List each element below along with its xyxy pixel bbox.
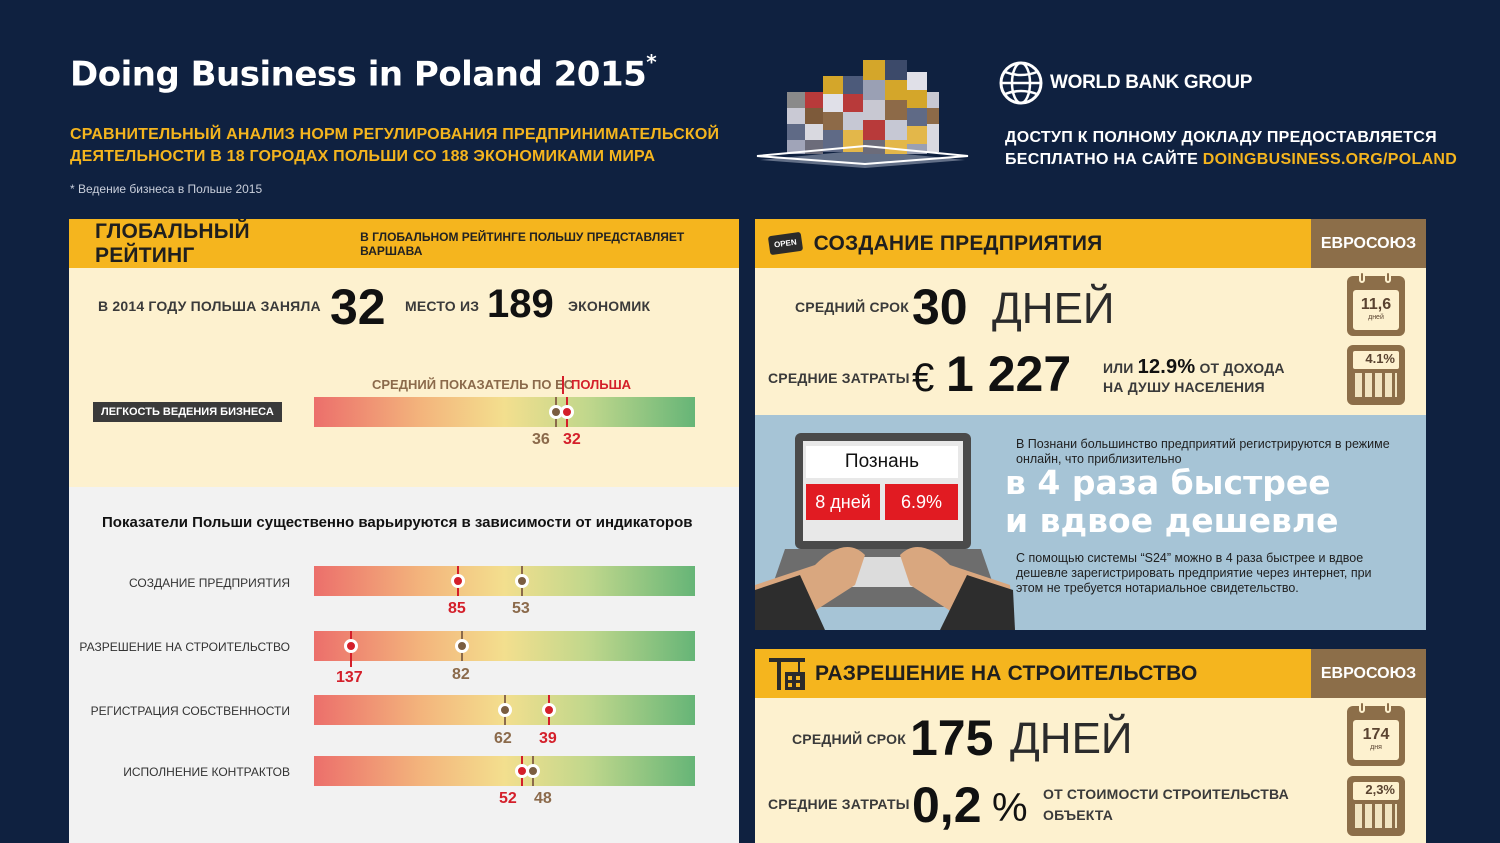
- currency-symbol: €: [912, 356, 935, 400]
- poland-rank: 32: [563, 431, 581, 448]
- indicator-bar: [314, 631, 695, 661]
- eu-dot: [515, 574, 529, 588]
- poland-rank: 52: [499, 790, 517, 807]
- eu-rank: 62: [494, 730, 512, 747]
- calculator-icon: 4.1%: [1347, 345, 1405, 405]
- eu-days-unit: дня: [1370, 744, 1382, 751]
- eu-rank: 53: [512, 600, 530, 617]
- indicator-bar: [314, 566, 695, 596]
- poland-dot: [344, 639, 358, 653]
- indicator-label: СОЗДАНИЕ ПРЕДПРИЯТИЯ: [128, 576, 290, 590]
- eu-days-unit: дней: [1368, 314, 1384, 321]
- poland-rank: 39: [539, 730, 557, 747]
- eu-rank: 82: [452, 666, 470, 683]
- calendar-icon: 174 дня: [1347, 701, 1405, 766]
- indicators-panel: [69, 487, 739, 843]
- poland-rank: 137: [336, 669, 363, 686]
- report-access: ДОСТУП К ПОЛНОМУ ДОКЛАДУ ПРЕДОСТАВЛЯЕТСЯ…: [1005, 129, 1458, 168]
- poland-label: ПОЛЬША: [571, 377, 632, 392]
- cost-value: 0,2: [912, 777, 982, 833]
- ease-label: ЛЕГКОСТЬ ВЕДЕНИЯ БИЗНЕСА: [93, 402, 282, 422]
- indicator-label: РАЗРЕШЕНИЕ НА СТРОИТЕЛЬСТВО: [79, 640, 290, 654]
- poznan-intro: В Познани большинство предприятий регист…: [1016, 437, 1390, 466]
- rank-prefix: В 2014 ГОДУ ПОЛЬША ЗАНЯЛА: [98, 298, 321, 314]
- indicator-label: ИСПОЛНЕНИЕ КОНТРАКТОВ: [123, 765, 290, 779]
- eu-days: 174: [1362, 726, 1390, 743]
- rank-suffix: ЭКОНОМИК: [568, 298, 651, 314]
- calculator-icon: 2,3%: [1347, 776, 1405, 836]
- cost-text-1: ОТ СТОИМОСТИ СТРОИТЕЛЬСТВА: [1043, 786, 1289, 802]
- report-link[interactable]: DOINGBUSINESS.ORG/POLAND: [1202, 151, 1458, 168]
- poznan-highlight-2: и вдвое дешевле: [1005, 501, 1339, 540]
- construction-permits-header: РАЗРЕШЕНИЕ НА СТРОИТЕЛЬСТВО: [755, 649, 1311, 698]
- cost-text-2: ОБЪЕКТА: [1043, 807, 1114, 823]
- time-unit: ДНЕЙ: [992, 284, 1115, 333]
- poznan-note: С помощью системы “S24” можно в 4 раза б…: [1016, 551, 1372, 595]
- eu-pct: 4.1%: [1353, 351, 1399, 369]
- time-value: 175: [910, 710, 994, 766]
- poznan-city: Познань: [806, 446, 958, 478]
- time-label: СРЕДНИЙ СРОК: [792, 731, 906, 747]
- page-title: Doing Business in Poland 2015*: [70, 50, 657, 95]
- cost-pct-line2: НА ДУШУ НАСЕЛЕНИЯ: [1103, 379, 1265, 395]
- poland-dot: [560, 405, 574, 419]
- eu-dot: [455, 639, 469, 653]
- global-ranking-header: ГЛОБАЛЬНЫЙ РЕЙТИНГ В ГЛОБАЛЬНОМ РЕЙТИНГЕ…: [69, 219, 739, 268]
- indicators-heading: Показатели Польши существенно варьируютс…: [102, 514, 693, 531]
- open-sign-icon: OPEN: [767, 231, 803, 256]
- footnote: * Ведение бизнеса в Польше 2015: [70, 182, 263, 196]
- cost-unit: %: [992, 786, 1028, 830]
- time-unit: ДНЕЙ: [1010, 714, 1133, 763]
- cost-pct-text: ИЛИ 12.9% ОТ ДОХОДА: [1103, 356, 1285, 378]
- eu-average-label: СРЕДНИЙ ПОКАЗАТЕЛЬ ПО ЕС: [372, 377, 574, 392]
- eu-pct: 2,3%: [1353, 782, 1399, 800]
- starting-business-header: OPEN СОЗДАНИЕ ПРЕДПРИЯТИЯ: [755, 219, 1311, 268]
- page-subtitle: СРАВНИТЕЛЬНЫЙ АНАЛИЗ НОРМ РЕГУЛИРОВАНИЯ …: [70, 126, 720, 165]
- indicator-bar: [314, 756, 695, 786]
- cost-label: СРЕДНИЕ ЗАТРАТЫ: [768, 796, 910, 812]
- poznan-panel: Познань 8 дней 6.9% В Познани большинств…: [755, 415, 1426, 630]
- poznan-pct: 6.9%: [885, 484, 958, 520]
- calendar-icon: 11,6 дней: [1347, 271, 1405, 336]
- brand-name: WORLD BANK GROUP: [1050, 72, 1253, 93]
- eu-tag: ЕВРОСОЮЗ: [1311, 649, 1426, 698]
- section-title: СОЗДАНИЕ ПРЕДПРИЯТИЯ: [813, 231, 1103, 255]
- rank-total: 189: [487, 282, 554, 326]
- globe-icon: [999, 61, 1043, 105]
- poznan-days: 8 дней: [806, 484, 880, 520]
- time-value: 30: [912, 279, 968, 335]
- eu-dot: [498, 703, 512, 717]
- poland-label-divider: [562, 376, 564, 394]
- poland-rank: 85: [448, 600, 466, 617]
- eu-rank: 36: [532, 431, 550, 448]
- eu-days: 11,6: [1360, 296, 1392, 313]
- section-title: РАЗРЕШЕНИЕ НА СТРОИТЕЛЬСТВО: [815, 661, 1198, 685]
- rank-value: 32: [330, 279, 386, 335]
- poland-dot: [542, 703, 556, 717]
- eu-tag: ЕВРОСОЮЗ: [1311, 219, 1426, 268]
- eu-rank: 48: [534, 790, 552, 807]
- indicator-label: РЕГИСТРАЦИЯ СОБСТВЕННОСТИ: [90, 704, 290, 718]
- ease-bar: [314, 397, 695, 427]
- section-subtitle: В ГЛОБАЛЬНОМ РЕЙТИНГЕ ПОЛЬШУ ПРЕДСТАВЛЯЕ…: [360, 229, 685, 258]
- time-label: СРЕДНИЙ СРОК: [795, 299, 909, 315]
- rank-mid: МЕСТО ИЗ: [405, 298, 480, 314]
- section-title: ГЛОБАЛЬНЫЙ РЕЙТИНГ: [95, 219, 250, 267]
- cost-label: СРЕДНИЕ ЗАТРАТЫ: [768, 370, 910, 386]
- world-bank-logo[interactable]: WORLD BANK GROUP: [998, 60, 1252, 106]
- poznan-highlight-1: в 4 раза быстрее: [1005, 463, 1331, 502]
- eu-dot: [526, 764, 540, 778]
- crane-icon: [769, 657, 805, 690]
- cost-value: 1 227: [946, 346, 1072, 402]
- building-illustration: [756, 60, 969, 168]
- poland-dot: [451, 574, 465, 588]
